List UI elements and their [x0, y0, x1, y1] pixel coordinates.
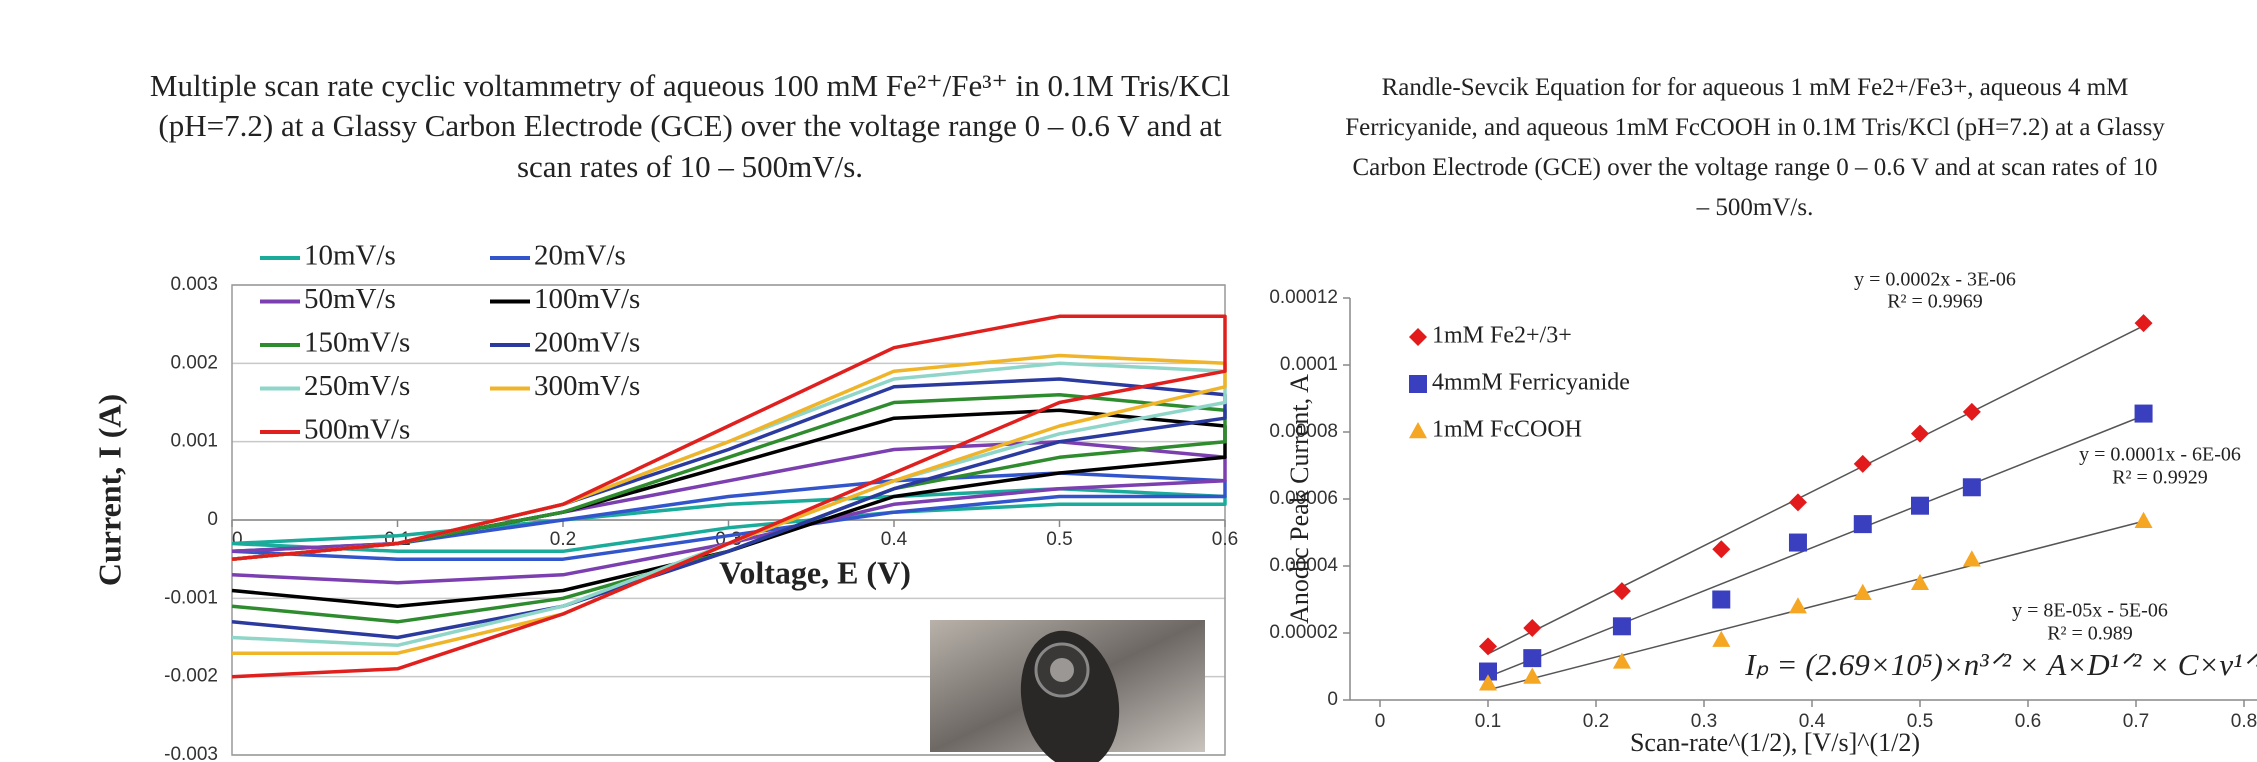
y-axis-title: Anodic Peak Current, A [1285, 374, 1314, 624]
point [1712, 540, 1731, 559]
point [1853, 515, 1872, 534]
point [1788, 597, 1807, 614]
x-tick-label: 0.2 [550, 529, 576, 550]
x-tick-label: 0.1 [1475, 711, 1501, 732]
legend-label: 4mmM Ferricyanide [1432, 370, 1630, 396]
cv-curve [231, 439, 1227, 585]
trendline-equation: y = 0.0001x - 6E-06 [2079, 444, 2241, 466]
legend-label: 1mM Fe2+/3+ [1432, 323, 1572, 349]
cv-curve [231, 471, 1227, 561]
formula: Iₚ = (2.69×10⁵)×n³ᐟ² × A×D¹ᐟ² × C×v¹ᐟ² [1744, 647, 2257, 682]
y-tick-label: -0.001 [164, 587, 218, 608]
legend-label: 250mV/s [304, 370, 410, 402]
x-tick-label: 0.2 [1583, 711, 1609, 732]
y-tick-label: 0 [207, 509, 218, 530]
point [2134, 511, 2153, 528]
trendline-equation: y = 0.0002x - 3E-06 [1854, 269, 2016, 291]
legend-marker [1409, 328, 1427, 346]
y-tick-label: -0.002 [164, 666, 218, 687]
chart-title: Multiple scan rate cyclic voltammetry of… [149, 68, 1231, 184]
point [2134, 404, 2153, 423]
legend-marker [1409, 375, 1427, 393]
x-tick-label: 0.4 [881, 529, 908, 550]
cv-curve [231, 314, 1227, 679]
legend-label: 20mV/s [534, 240, 626, 272]
x-tick-label: 0.3 [1691, 711, 1717, 732]
legend-label: 300mV/s [534, 370, 640, 402]
trendline [1487, 414, 2144, 678]
point [1479, 662, 1497, 681]
trendline [1487, 325, 2144, 655]
y-tick-label: -0.003 [164, 744, 218, 762]
trendline-equation: R² = 0.9929 [2112, 467, 2208, 489]
point [1911, 573, 1929, 590]
point [2134, 314, 2153, 333]
point [1479, 674, 1497, 691]
x-tick-label: 0.5 [1907, 711, 1933, 732]
legend-label: 50mV/s [304, 283, 396, 315]
point [1612, 617, 1631, 636]
cv-curve [231, 392, 1227, 624]
point [1911, 496, 1929, 515]
x-tick-label: 0.8 [2231, 711, 2257, 732]
x-tick-label: 0 [232, 529, 243, 550]
y-tick-label: 0.003 [170, 274, 218, 295]
x-axis-title: Scan-rate^(1/2), [V/s]^(1/2) [1630, 728, 1920, 757]
legend-marker [1409, 422, 1427, 439]
point [1911, 424, 1929, 443]
x-tick-label: 0 [1375, 711, 1386, 732]
x-tick-label: 0.4 [1799, 711, 1826, 732]
point [1962, 402, 1981, 421]
trendline [1487, 520, 2144, 691]
legend-label: 150mV/s [304, 327, 410, 359]
chart-title: Randle-Sevcik Equation for for aqueous 1… [1345, 74, 2165, 221]
point [1612, 652, 1631, 669]
x-tick-label: 0.6 [2015, 711, 2041, 732]
trendline-equation: R² = 0.9969 [1887, 291, 1983, 313]
legend-label: 10mV/s [304, 240, 396, 272]
point [1612, 582, 1631, 601]
x-axis-title: Voltage, E (V) [719, 554, 911, 590]
point [1523, 618, 1542, 637]
point [1788, 533, 1807, 552]
y-tick-label: 0.0001 [1280, 354, 1338, 375]
legend-label: 500mV/s [304, 414, 410, 446]
point [1523, 667, 1542, 684]
y-tick-label: 0.00006 [1269, 488, 1338, 509]
y-tick-label: 0.00004 [1269, 555, 1338, 576]
point [1788, 493, 1807, 512]
legend-label: 100mV/s [534, 283, 640, 315]
point [1962, 550, 1981, 567]
point [1712, 630, 1731, 647]
y-tick-label: 0.001 [170, 431, 218, 452]
point [1853, 454, 1872, 473]
trendline-equation: R² = 0.989 [2047, 623, 2133, 645]
y-tick-label: 0 [1327, 689, 1338, 710]
x-tick-label: 0.6 [1212, 529, 1238, 550]
x-tick-label: 0.7 [2123, 711, 2149, 732]
trendline-equation: y = 8E-05x - 5E-06 [2012, 600, 2168, 622]
y-axis-title: Current, I (A) [91, 394, 127, 586]
legend-label: 200mV/s [534, 327, 640, 359]
point [1479, 637, 1497, 656]
y-tick-label: 0.00008 [1269, 421, 1338, 442]
legend-label: 1mM FcCOOH [1432, 417, 1582, 443]
point [1853, 583, 1872, 600]
y-tick-label: 0.002 [170, 352, 218, 373]
y-tick-label: 0.00012 [1269, 287, 1338, 308]
x-tick-label: 0.5 [1046, 529, 1072, 550]
point [1712, 590, 1731, 609]
point [1523, 649, 1542, 668]
electrode-photo [930, 620, 1205, 762]
y-tick-label: 0.00002 [1269, 622, 1338, 643]
point [1962, 478, 1981, 497]
